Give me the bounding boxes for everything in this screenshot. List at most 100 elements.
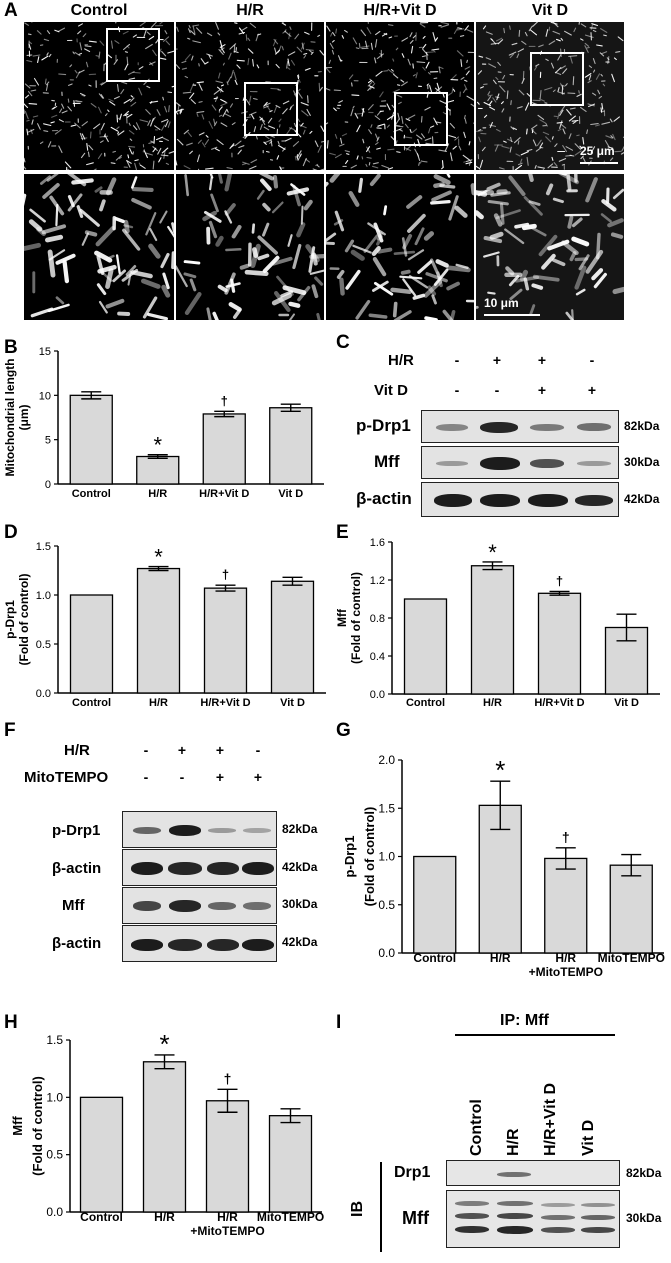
mitochondrion-mark (409, 32, 413, 38)
mitochondrion-mark (154, 125, 161, 131)
mitochondrion-mark (337, 55, 342, 62)
significance-dagger: † (556, 573, 563, 588)
mitochondrion-mark (510, 136, 513, 143)
mitochondrion-mark (145, 152, 153, 156)
mitochondrion-mark (316, 164, 320, 168)
mitochondrion-mark (478, 129, 482, 132)
mitochondrion-mark (582, 157, 587, 164)
mitochondrion-mark (105, 254, 115, 261)
mitochondrion-mark (416, 134, 423, 140)
mitochondrion-mark (275, 63, 280, 69)
mitochondrion-mark (222, 62, 225, 66)
mitochondrion-mark (489, 121, 493, 128)
mitochondrion-mark (124, 63, 129, 71)
mitochondrion-mark (234, 79, 238, 86)
mitochondrion-mark (148, 141, 154, 144)
mitochondrion-mark (77, 30, 82, 35)
mitochondrion-mark (149, 100, 159, 104)
y-tick-label: 1.2 (370, 575, 385, 587)
mitochondrion-mark (371, 165, 379, 169)
band (497, 1213, 533, 1219)
panel-f-label: F (4, 720, 16, 741)
mitochondrion-mark (344, 150, 351, 153)
y-axis-label: (μm) (17, 404, 31, 430)
mitochondrion-mark (368, 162, 371, 166)
mitochondrion-mark (288, 301, 301, 308)
mitochondrion-mark (305, 49, 314, 51)
mitochondrion-mark (553, 162, 558, 167)
bar (270, 580, 315, 694)
mitochondrion-mark (78, 23, 83, 27)
mitochondrion-mark (80, 152, 86, 159)
mitochondrion-mark (465, 159, 473, 163)
mitochondrion-mark (561, 85, 564, 95)
mitochondrion-mark (351, 94, 360, 96)
mitochondrion-mark (171, 85, 174, 88)
mitochondrion-mark (99, 40, 105, 46)
mitochondrion-mark (271, 201, 284, 214)
mitochondrion-mark (562, 145, 568, 153)
mitochondrion-mark (262, 222, 270, 237)
mitochondrion-mark (470, 103, 474, 107)
mitochondrion-mark (489, 231, 504, 240)
mitochondrion-mark (320, 140, 324, 143)
roi-box (530, 52, 584, 106)
mitochondrion-mark (509, 53, 515, 59)
mitochondrion-mark (376, 110, 382, 116)
panel-a-col-title-vitd: Vit D (531, 2, 569, 19)
mitochondrion-mark (590, 24, 593, 30)
mitochondrion-mark (381, 164, 390, 169)
mitochondrion-mark (214, 148, 220, 152)
mitochondrion-mark (401, 237, 408, 257)
mitochondrion-mark (143, 150, 148, 159)
mitochondrion-mark (364, 40, 368, 48)
mitochondrion-mark (229, 103, 234, 108)
mitochondrion-mark (505, 266, 515, 276)
panel-a-col-title-control: Control (70, 2, 128, 19)
mitochondrion-mark (274, 47, 277, 55)
mitochondrion-mark (386, 103, 391, 111)
mitochondrion-mark (561, 92, 565, 95)
mitochondrion-mark (485, 31, 493, 35)
mitochondrion-mark (520, 151, 529, 156)
mitochondrion-mark (100, 81, 107, 86)
mitochondrion-mark (326, 241, 335, 245)
bar (403, 598, 448, 695)
mitochondrion-mark (309, 253, 324, 259)
mitochondrion-mark (198, 132, 205, 136)
mitochondrion-mark (123, 224, 134, 229)
mitochondrion-mark (161, 118, 169, 123)
x-category-label: H/R (490, 951, 511, 965)
blot-label-beta-actin: β-actin (52, 935, 102, 952)
mitochondrion-mark (568, 55, 578, 57)
mitochondrion-mark (575, 288, 586, 296)
mitochondrion-mark (155, 136, 164, 141)
mitochondrion-mark (184, 75, 189, 79)
mitochondrion-mark (150, 22, 157, 29)
mitochondrion-mark (43, 38, 50, 42)
mitochondrion-mark (161, 284, 171, 298)
mitochondrion-mark (494, 144, 499, 152)
treatment-sign: + (253, 769, 263, 785)
mitochondrion-mark (273, 38, 279, 45)
mitochondrion-mark (421, 55, 427, 58)
mitochondrion-mark (307, 95, 309, 104)
mitochondrion-mark (287, 234, 293, 247)
mitochondrion-mark (367, 80, 372, 84)
mitochondrion-mark (246, 116, 252, 119)
mitochondrion-mark (507, 138, 514, 143)
mw-label: 30kDa (282, 897, 318, 911)
mitochondrion-mark (162, 96, 165, 101)
y-tick-label: 0 (45, 479, 51, 491)
mitochondrion-mark (142, 296, 158, 319)
mitochondrion-mark (466, 59, 468, 64)
mitochondrion-mark (483, 251, 500, 258)
mitochondrion-mark (465, 161, 473, 165)
mitochondrion-mark (339, 143, 345, 147)
mitochondrion-mark (119, 113, 122, 121)
bar (136, 455, 180, 485)
mitochondrion-mark (427, 285, 437, 296)
band (541, 1227, 575, 1233)
mitochondrion-mark (558, 91, 565, 95)
mitochondrion-mark (598, 95, 603, 99)
